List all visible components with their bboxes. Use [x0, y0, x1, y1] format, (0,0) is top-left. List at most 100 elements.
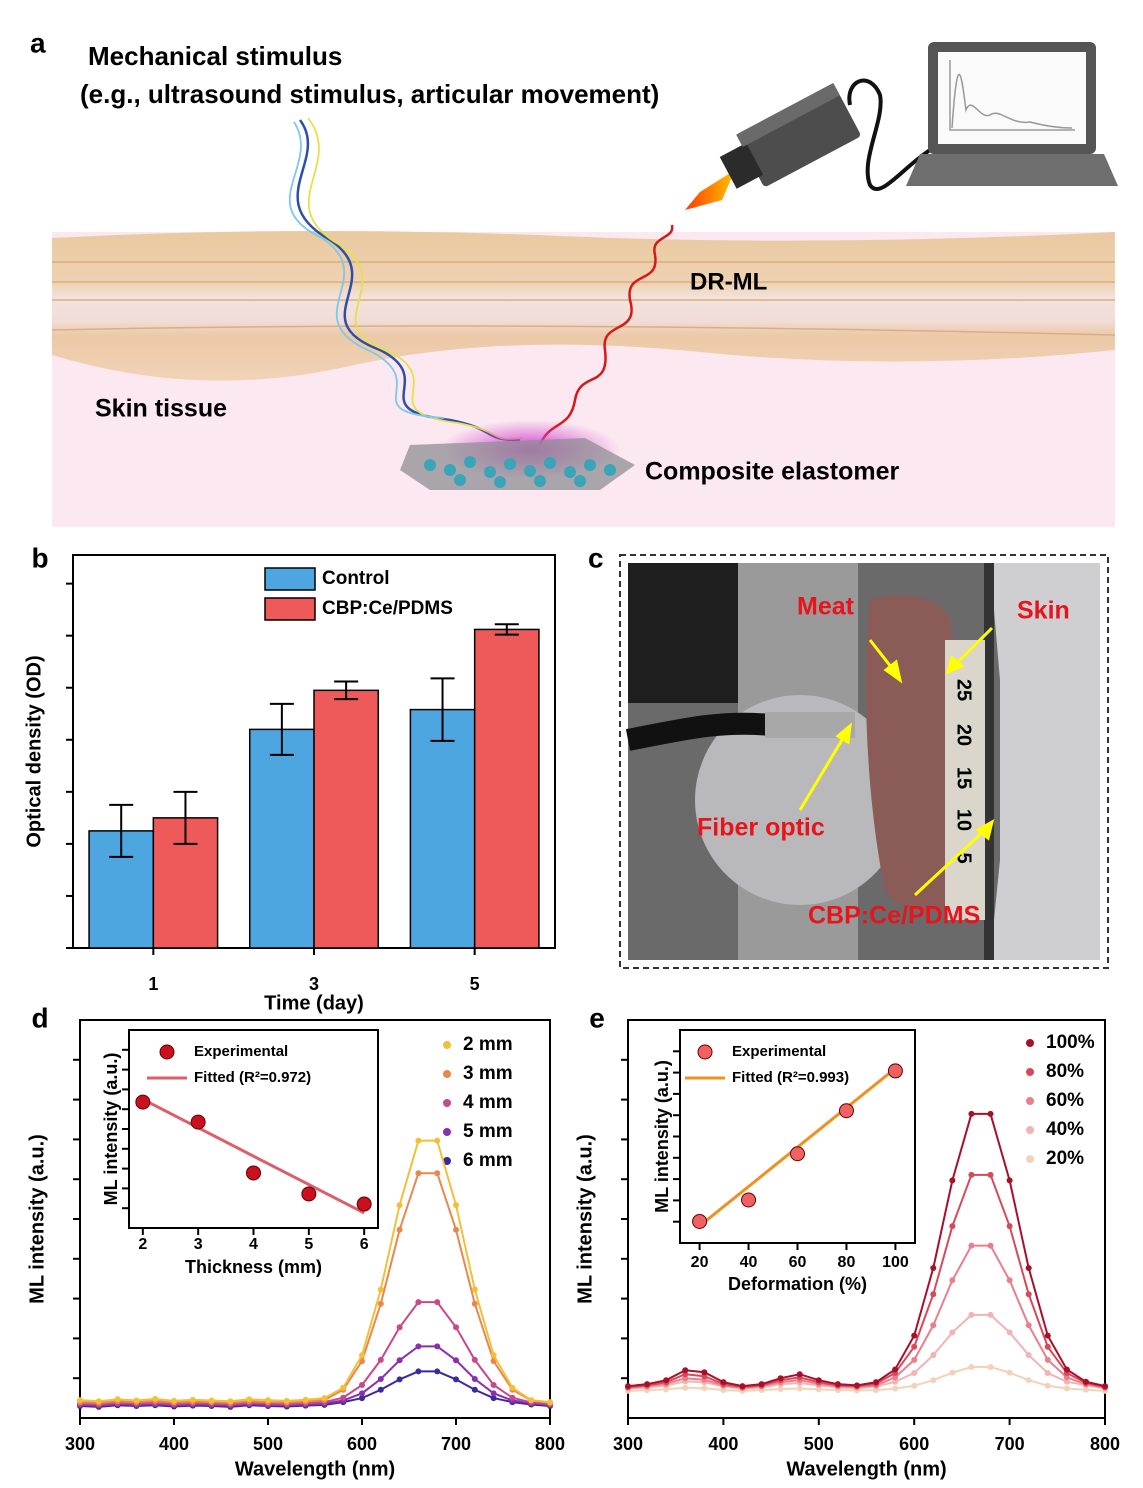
spectrum-point [949, 1329, 956, 1336]
spectrum-point [892, 1366, 899, 1373]
spectrum-point [949, 1277, 956, 1284]
spectrum-point [1025, 1352, 1032, 1359]
spectrum-point [396, 1324, 403, 1331]
fit-line [142, 1097, 365, 1215]
spectrum-point [415, 1343, 422, 1350]
laptop-plot [949, 60, 1075, 131]
legend-label: 60% [1046, 1090, 1084, 1111]
spectrum-point [509, 1384, 516, 1391]
spectrum-point [968, 1364, 975, 1371]
x-tick-label: 3 [309, 974, 319, 994]
spectrum-line [627, 1244, 1106, 1389]
spectrum-point [815, 1377, 822, 1384]
data-point [135, 1094, 151, 1110]
chart: ML intensity (a.u.) Thickness (mm) 2 3 4 5 6 Ex… [101, 1029, 379, 1277]
spectrum-point [968, 1171, 975, 1178]
spectrum-point [547, 1399, 553, 1406]
spectrum-point [892, 1374, 899, 1381]
x-tick-label: 300 [65, 1434, 95, 1454]
bar [248, 728, 315, 949]
x-tick-label: 300 [613, 1434, 643, 1454]
photo-fiber [625, 712, 772, 751]
spectrum-point [1082, 1386, 1089, 1393]
spectrum-point [377, 1356, 384, 1363]
legend-marker [443, 1157, 451, 1165]
spectrum-point [453, 1357, 459, 1364]
x-tick-label: 500 [804, 1434, 834, 1454]
spectrum-point [490, 1381, 497, 1388]
camera [719, 82, 861, 189]
legend-marker [443, 1070, 451, 1078]
spectrum-line [79, 1370, 551, 1408]
error-bar [173, 790, 198, 845]
spectrum-point [911, 1332, 918, 1339]
data-point [190, 1114, 206, 1130]
photo-meat [865, 595, 960, 913]
spectrum-point [930, 1352, 937, 1359]
spectrum-point [834, 1381, 841, 1388]
spectrum-point [434, 1299, 441, 1306]
legend-label: CBP:Ce/PDMS [322, 598, 453, 619]
plot-frame [128, 1029, 379, 1229]
ultrasound-wave [307, 117, 523, 440]
spectrum-point [1025, 1377, 1032, 1384]
data-point [887, 1063, 903, 1079]
spectrum-point [949, 1223, 956, 1230]
x-tick-label: 400 [708, 1434, 738, 1454]
photo-block [628, 563, 738, 703]
x-axis-label: Wavelength (nm) [786, 1458, 946, 1480]
spectrum-point [453, 1376, 459, 1383]
panel-label: a [30, 27, 46, 58]
spectrum-point [415, 1170, 422, 1177]
spectrum-point [377, 1375, 384, 1382]
x-tick-label: 100 [882, 1254, 909, 1271]
spectrum-point [340, 1384, 347, 1391]
ruler-label: 10 [953, 809, 975, 831]
chart: b Optical density (OD) Time (day) Control CB… [23, 542, 556, 1014]
spectrum-point [434, 1137, 441, 1144]
spectrum-point [987, 1311, 994, 1318]
panel-label: c [588, 542, 604, 573]
spectrum-line [627, 1313, 1106, 1390]
spectrum-point [434, 1343, 441, 1350]
photo-label: Meat [797, 593, 855, 621]
spectrum-point [1063, 1374, 1070, 1381]
spectrum-point [283, 1397, 290, 1404]
spectrum-point [1102, 1383, 1108, 1390]
error-bar [430, 677, 455, 742]
spectrum-point [1063, 1366, 1070, 1373]
spectrum-point [625, 1383, 631, 1390]
spectrum-point [1082, 1378, 1089, 1385]
panel-label: e [589, 1002, 605, 1033]
x-tick-label: 80 [838, 1254, 856, 1271]
spectrum-point [114, 1396, 121, 1403]
spectrum-point [682, 1384, 689, 1391]
spectrum-point [663, 1377, 670, 1384]
data-point [246, 1165, 261, 1181]
legend-marker [1026, 1155, 1034, 1163]
spectrum-point [701, 1385, 708, 1392]
y-axis-label: ML intensity (a.u.) [652, 1060, 672, 1213]
laptop-base [906, 154, 1118, 186]
spectrum-point [1006, 1277, 1013, 1284]
x-tick-label: 6 [360, 1236, 369, 1253]
x-tick-label: 4 [249, 1236, 258, 1253]
legend-marker [443, 1041, 451, 1049]
panel-label: b [31, 542, 48, 573]
spectrum-point [453, 1324, 459, 1331]
x-axis-label: Wavelength (nm) [235, 1458, 395, 1480]
spectrum-point [246, 1396, 253, 1403]
spectrum-point [359, 1381, 365, 1388]
spectrum-point [1006, 1177, 1013, 1184]
legend-marker [1026, 1039, 1034, 1047]
spectrum-point [1006, 1369, 1013, 1376]
spectrum-point [490, 1390, 497, 1397]
spectrum-point [930, 1291, 937, 1298]
legend-marker [1026, 1097, 1034, 1105]
y-axis-label: ML intensity (a.u.) [26, 1134, 48, 1304]
spectrum-point [415, 1299, 422, 1306]
spectrum-point [359, 1352, 365, 1359]
legend-marker [443, 1099, 451, 1107]
spectrum-point [911, 1356, 918, 1363]
data-point [838, 1103, 854, 1119]
